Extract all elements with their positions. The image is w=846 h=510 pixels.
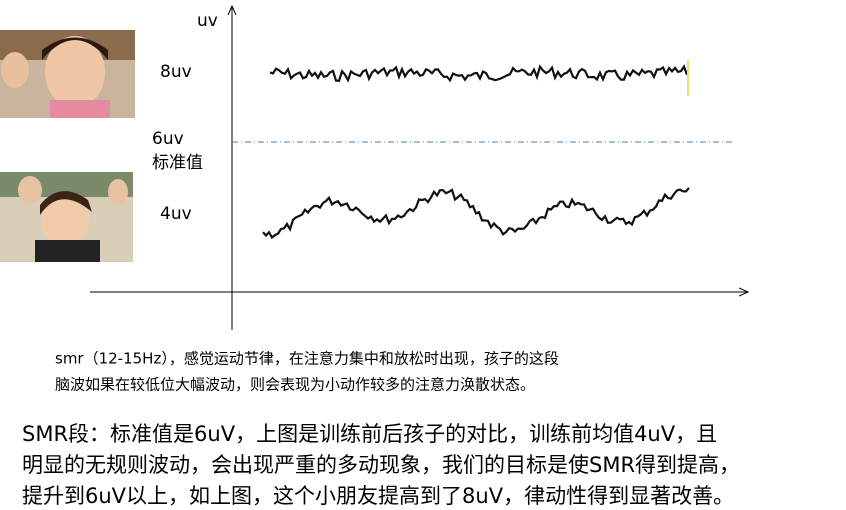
wave-after-training — [269, 64, 689, 83]
caption-line: 脑波如果在较低位大幅波动，则会表现为小动作较多的注意力涣散状态。 — [55, 376, 535, 394]
photo-focused-child — [0, 30, 135, 118]
summary-line: SMR段：标准值是6uV，上图是训练前后孩子的对比，训练前均值4uV，且 — [22, 422, 717, 446]
level-label: 4uv — [160, 204, 192, 224]
caption-line: smr（12-15Hz），感觉运动节律，在注意力集中和放松时出现，孩子的这段 — [55, 350, 559, 368]
level-label: 8uv — [160, 62, 192, 82]
level-label: 6uv — [152, 129, 184, 149]
wave-before-training — [262, 187, 690, 240]
axis-unit: uv — [197, 11, 218, 31]
photo-distracted-child — [0, 172, 133, 262]
summary-line: 提升到6uV以上，如上图，这个小朋友提高到了8uV，律动性得到显著改善。 — [22, 484, 734, 508]
level-label: 标准值 — [152, 153, 203, 173]
summary-line: 明显的无规则波动，会出现严重的多动现象，我们的目标是使SMR得到提高， — [22, 453, 740, 477]
